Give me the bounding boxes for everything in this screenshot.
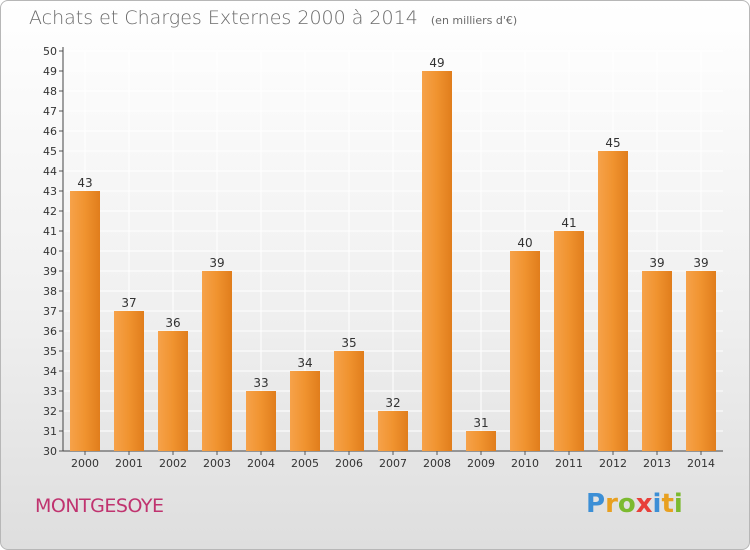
value-label: 49 <box>429 56 444 70</box>
chart-subtitle: (en milliers d'€) <box>430 14 518 27</box>
y-tick-label: 41 <box>43 225 57 238</box>
y-tick-label: 36 <box>43 325 57 338</box>
x-tick-label: 2007 <box>379 457 407 470</box>
bar-2004 <box>246 391 276 451</box>
value-label: 45 <box>605 136 620 150</box>
bar-2001 <box>114 311 144 451</box>
y-tick-label: 48 <box>43 85 57 98</box>
y-tick-label: 44 <box>43 165 57 178</box>
x-tick-label: 2012 <box>599 457 627 470</box>
bar-2009 <box>466 431 496 451</box>
x-tick-label: 2009 <box>467 457 495 470</box>
x-tick-label: 2004 <box>247 457 275 470</box>
y-tick-label: 50 <box>43 45 57 58</box>
y-tick-label: 32 <box>43 405 57 418</box>
value-label: 34 <box>297 356 312 370</box>
y-tick-label: 35 <box>43 345 57 358</box>
value-label: 40 <box>517 236 532 250</box>
y-tick-label: 39 <box>43 265 57 278</box>
y-tick-label: 43 <box>43 185 57 198</box>
bar-2000 <box>70 191 100 451</box>
bar-2006 <box>334 351 364 451</box>
value-label: 39 <box>693 256 708 270</box>
title-line: Achats et Charges Externes 2000 à 2014 (… <box>29 7 517 29</box>
x-tick-label: 2008 <box>423 457 451 470</box>
x-tick-label: 2010 <box>511 457 539 470</box>
y-tick-label: 47 <box>43 105 57 118</box>
value-label: 33 <box>253 376 268 390</box>
x-tick-label: 2014 <box>687 457 715 470</box>
y-tick-label: 40 <box>43 245 57 258</box>
x-tick-label: 2011 <box>555 457 583 470</box>
bars <box>70 71 716 451</box>
chart-title: Achats et Charges Externes 2000 à 2014 <box>29 7 418 29</box>
x-tick-label: 2002 <box>159 457 187 470</box>
bar-2014 <box>686 271 716 451</box>
value-label: 41 <box>561 216 576 230</box>
y-tick-label: 49 <box>43 65 57 78</box>
y-tick-label: 45 <box>43 145 57 158</box>
labels: 30 31 32 33 34 35 36 37 38 39 40 41 42 43 44 45 46 47 48 49… <box>43 45 715 470</box>
bar-2012 <box>598 151 628 451</box>
value-label: 43 <box>77 176 92 190</box>
bar-2010 <box>510 251 540 451</box>
bar-2007 <box>378 411 408 451</box>
y-tick-label: 31 <box>43 425 57 438</box>
x-tick-label: 2006 <box>335 457 363 470</box>
bar-2008 <box>422 71 452 451</box>
bar-2003 <box>202 271 232 451</box>
x-tick-label: 2005 <box>291 457 319 470</box>
y-tick-label: 34 <box>43 365 57 378</box>
bar-2011 <box>554 231 584 451</box>
y-tick-label: 38 <box>43 285 57 298</box>
value-label: 39 <box>649 256 664 270</box>
y-tick-label: 42 <box>43 205 57 218</box>
value-label: 35 <box>341 336 356 350</box>
y-tick-label: 37 <box>43 305 57 318</box>
x-tick-label: 2003 <box>203 457 231 470</box>
x-tick-label: 2001 <box>115 457 143 470</box>
y-tick-label: 30 <box>43 445 57 458</box>
proxiti-logo[interactable]: Proxiti <box>586 489 683 519</box>
y-tick-label: 46 <box>43 125 57 138</box>
bar-2002 <box>158 331 188 451</box>
value-label: 32 <box>385 396 400 410</box>
bar-2005 <box>290 371 320 451</box>
value-label: 37 <box>121 296 136 310</box>
value-label: 31 <box>473 416 488 430</box>
value-label: 36 <box>165 316 180 330</box>
x-tick-label: 2000 <box>71 457 99 470</box>
bar-2013 <box>642 271 672 451</box>
town-name: MONTGESOYE <box>35 495 164 517</box>
y-tick-label: 33 <box>43 385 57 398</box>
x-tick-label: 2013 <box>643 457 671 470</box>
value-label: 39 <box>209 256 224 270</box>
